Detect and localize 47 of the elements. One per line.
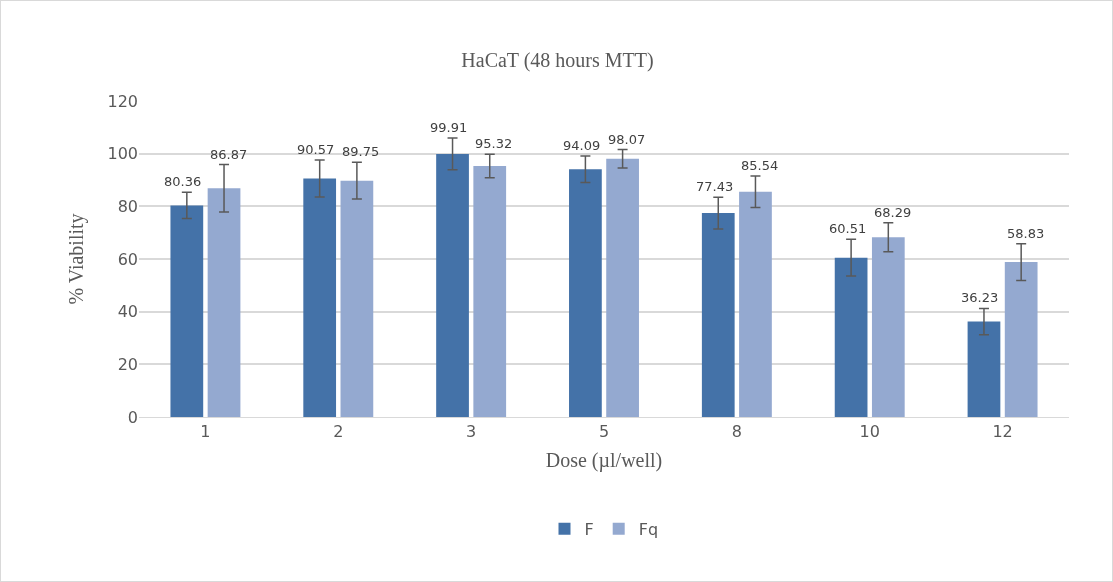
bar <box>303 178 337 417</box>
bar <box>967 321 1001 417</box>
legend-label: Fq <box>638 519 659 539</box>
data-label: 60.51 <box>829 221 867 236</box>
bar <box>871 237 905 417</box>
x-tick-label: 12 <box>992 422 1013 442</box>
y-tick-label: 100 <box>107 144 138 164</box>
data-label: 85.54 <box>741 158 779 173</box>
y-tick-label: 40 <box>117 302 138 322</box>
bar <box>606 158 639 417</box>
y-axis-title: % Viability <box>64 213 88 305</box>
bar <box>170 205 204 417</box>
data-label: 36.23 <box>961 290 999 305</box>
bar <box>436 153 469 417</box>
x-axis-title: Dose (µl/well) <box>545 448 663 472</box>
y-tick-label: 20 <box>117 354 138 374</box>
data-label: 68.29 <box>874 205 912 220</box>
bar <box>207 188 241 417</box>
x-tick-label: 10 <box>859 422 880 442</box>
legend-label: F <box>584 519 594 539</box>
data-label: 98.07 <box>608 132 646 147</box>
bar <box>1004 262 1038 417</box>
x-tick-label: 8 <box>731 422 742 442</box>
x-tick-label: 2 <box>333 422 344 442</box>
data-label: 58.83 <box>1007 226 1045 241</box>
y-tick-label: 0 <box>127 407 138 427</box>
bar <box>569 169 602 417</box>
data-label: 99.91 <box>430 120 468 135</box>
data-label: 86.87 <box>210 147 248 162</box>
bar <box>739 191 772 417</box>
x-tick-label: 3 <box>466 422 477 442</box>
data-label: 89.75 <box>342 144 380 159</box>
data-label: 94.09 <box>563 138 601 153</box>
chart-title: HaCaT (48 hours MTT) <box>461 49 654 73</box>
bar <box>473 165 507 417</box>
y-tick-label: 80 <box>117 196 138 216</box>
bar <box>834 257 868 417</box>
data-label: 95.32 <box>475 136 513 151</box>
y-tick-label: 120 <box>107 91 138 111</box>
x-tick-label: 5 <box>598 422 610 442</box>
y-tick-label: 60 <box>117 249 138 269</box>
data-label: 90.57 <box>297 142 335 157</box>
bar <box>701 213 735 417</box>
data-label: 80.36 <box>164 174 202 189</box>
bar <box>340 180 374 417</box>
data-label: 77.43 <box>696 179 734 194</box>
x-tick-label: 1 <box>200 422 211 442</box>
